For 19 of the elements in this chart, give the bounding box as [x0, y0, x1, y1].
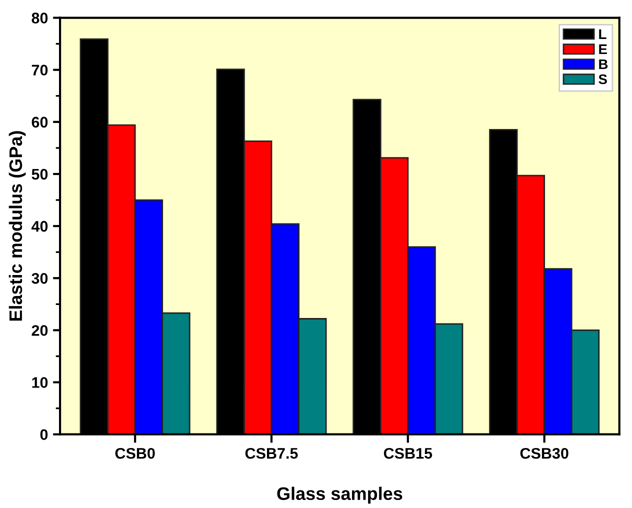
x-tick-label: CSB30 — [520, 448, 568, 459]
y-tick-label: 20 — [32, 325, 48, 336]
y-tick-label: 0 — [40, 429, 48, 440]
y-tick-label: 40 — [31, 220, 48, 232]
y-tick-label: 50 — [32, 168, 48, 180]
y-tick-label: 60 — [32, 116, 48, 128]
x-tick-label: CSB15 — [384, 448, 432, 459]
legend-label: L — [599, 29, 606, 39]
legend-label: S — [598, 74, 607, 84]
x-axis-title: Glass samples — [277, 486, 402, 504]
x-tick-label: CSB7.5 — [245, 448, 298, 459]
x-tick-label: CSB0 — [115, 448, 155, 459]
y-tick-label: 80 — [32, 12, 48, 24]
legend-label: B — [599, 59, 608, 70]
y-tick-label: 10 — [32, 377, 48, 388]
y-axis-title: Elastic modulus (GPa) — [8, 131, 26, 321]
legend-label: E — [599, 44, 607, 54]
y-tick-label: 70 — [32, 64, 48, 76]
y-tick-label: 30 — [32, 273, 48, 284]
